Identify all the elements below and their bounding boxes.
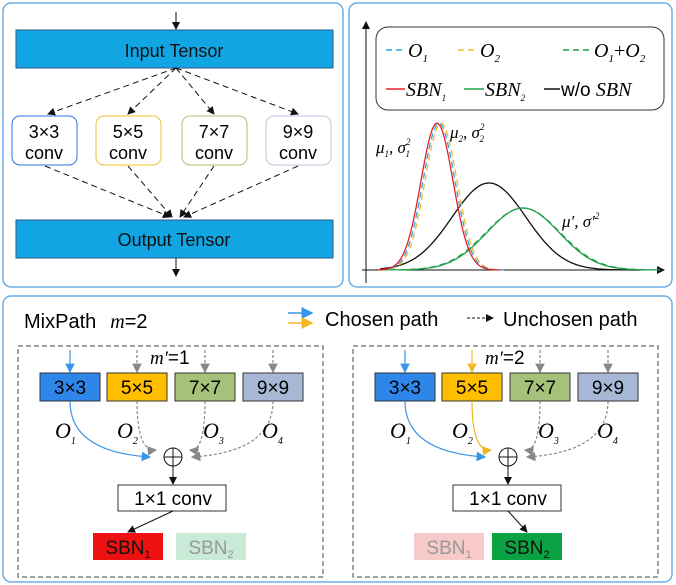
mixpath-example-m1: m′=1 3×3 O1 5×5 O2 7×7 O3 9×9 O4 1×1 conv SBN1 SBN2 (17, 345, 324, 578)
output-label-o4: O4 (597, 418, 618, 447)
conv1x1-block (452, 484, 562, 512)
conv1x1-label: 1×1 conv (469, 489, 547, 510)
conv-option-9x9: 9×9 conv (265, 115, 332, 166)
dashed-frame (352, 345, 659, 578)
sbn2-block (492, 533, 562, 560)
dashed-connections (44, 67, 299, 219)
legend-o2: O2 (480, 40, 500, 65)
op-label: 5×5 (121, 378, 153, 399)
legend-without-sbn: w/o SBN (560, 79, 633, 101)
legend-sbn1: SBN1 (406, 79, 446, 103)
output-label-o2: O2 (452, 418, 473, 447)
op-block-9x9 (242, 372, 304, 402)
unchosen-path (190, 400, 274, 462)
conv-label: conv (195, 143, 233, 163)
search-space-panel: Input Tensor 3×3 conv 5×5 conv 7×7 conv (2, 2, 344, 288)
dashed-frame (17, 345, 324, 578)
distribution-panel: O1 O2 O1+O2 SBN1 SBN2 w/o SBN μ1, σ2 1 μ2… (348, 2, 673, 288)
conv1x1-label: 1×1 conv (134, 489, 212, 510)
sbn2-block (176, 533, 246, 560)
input-tensor-label: Input Tensor (125, 41, 224, 61)
op-block-7x7 (174, 372, 236, 402)
unchosen-path (188, 400, 206, 456)
sbn2-label: SBN2 (504, 538, 549, 561)
legend-o1: O1 (408, 40, 428, 65)
output-label-o1: O1 (55, 418, 76, 447)
mixpath-example-m2: m′=2 3×3 O1 5×5 O2 7×7 O3 9×9 O4 1×1 conv SBN1 SBN2 (352, 345, 659, 578)
op-block-5x5 (106, 372, 168, 402)
output-label-o1: O1 (390, 418, 411, 447)
output-tensor-label: Output Tensor (118, 230, 231, 250)
chosen-path (69, 400, 152, 462)
annotation-mu1-sigma1: μ1, σ2 1 (375, 137, 411, 159)
op-label: 7×7 (189, 378, 221, 399)
m-prime-label: m′=2 (485, 348, 525, 369)
output-label-o3: O3 (538, 418, 559, 447)
conv-label: conv (25, 143, 63, 163)
sbn1-label: SBN1 (105, 538, 150, 561)
output-label-o3: O3 (203, 418, 224, 447)
conv-label: conv (109, 143, 147, 163)
legend: O1 O2 O1+O2 SBN1 SBN2 w/o SBN (375, 26, 665, 111)
conv-kernel-label: 7×7 (199, 122, 230, 142)
op-block-3x3 (39, 372, 101, 402)
curve-without-sbn (379, 182, 640, 271)
annotation-mu-prime-sigma-prime: μ′, σ′2 (561, 211, 600, 231)
unchosen-path (523, 400, 541, 456)
curve-o2 (379, 122, 504, 271)
op-block-3x3 (374, 372, 436, 402)
legend-sbn2: SBN2 (485, 79, 526, 103)
op-block-9x9 (577, 372, 639, 402)
conv-option-5x5: 5×5 conv (95, 115, 162, 166)
unchosen-path (525, 400, 609, 462)
curve-o1 (379, 122, 505, 271)
legend-o1-plus-o2: O1+O2 (594, 40, 646, 65)
m-prime-label: m′=1 (150, 348, 190, 369)
sbn1-block (414, 533, 484, 560)
conv-kernel-label: 5×5 (113, 122, 144, 142)
chosen-path (471, 400, 493, 456)
mixpath-panel: MixPath m=2 Chosen path Unchosen path m′=… (2, 295, 673, 583)
conv1x1-block (117, 484, 227, 512)
op-label: 7×7 (524, 378, 556, 399)
legend-chosen-path: Chosen path (325, 309, 438, 331)
output-tensor-block (15, 219, 334, 259)
sbn2-label: SBN2 (188, 538, 233, 561)
sbn1-block (93, 533, 163, 560)
op-label: 9×9 (257, 378, 289, 399)
curve-sbn2 (380, 207, 661, 271)
conv-label: conv (279, 143, 317, 163)
chosen-path (404, 400, 487, 462)
conv-kernel-label: 3×3 (29, 122, 60, 142)
legend-unchosen-path: Unchosen path (503, 309, 638, 331)
input-tensor-block (15, 29, 334, 69)
curve-sbn1 (377, 122, 500, 271)
curves (377, 122, 661, 271)
output-label-o4: O4 (262, 418, 283, 447)
op-block-5x5 (441, 372, 503, 402)
mixpath-title: MixPath m=2 (24, 311, 148, 333)
op-label: 5×5 (456, 378, 488, 399)
sbn1-label: SBN1 (426, 538, 471, 561)
output-label-o2: O2 (117, 418, 138, 447)
conv-kernel-label: 9×9 (283, 122, 314, 142)
conv-option-7x7: 7×7 conv (181, 115, 248, 166)
conv-option-3x3: 3×3 conv (11, 115, 78, 166)
op-label: 3×3 (389, 378, 421, 399)
op-label: 9×9 (592, 378, 624, 399)
op-label: 3×3 (54, 378, 86, 399)
annotation-mu2-sigma2: μ2, σ2 2 (449, 122, 485, 144)
